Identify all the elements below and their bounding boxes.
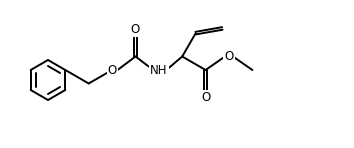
Text: NH: NH (150, 63, 167, 77)
Text: O: O (224, 50, 234, 63)
Text: O: O (131, 23, 140, 36)
Text: O: O (108, 63, 117, 77)
Text: O: O (201, 90, 210, 103)
